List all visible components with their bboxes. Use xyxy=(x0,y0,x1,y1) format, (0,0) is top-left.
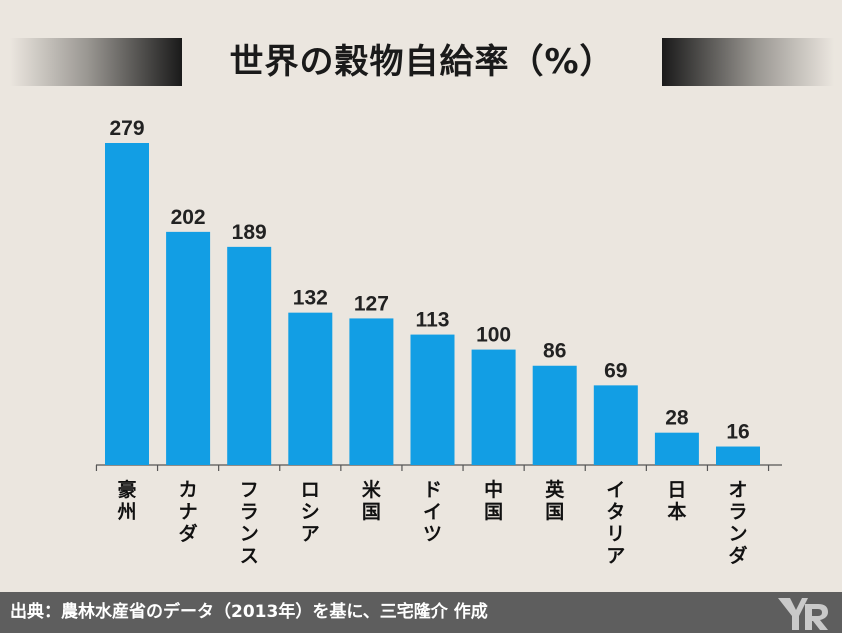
category-label: 日本 xyxy=(667,479,686,523)
category-label: ドイツ xyxy=(423,479,442,545)
value-labels-group: 279 202 189 132 127 113 100 86 69 28 16 xyxy=(109,117,749,444)
category-label: イタリア xyxy=(606,479,625,567)
bar-0 xyxy=(105,143,149,465)
bar-7 xyxy=(532,365,577,465)
title-gradient-right xyxy=(662,38,834,86)
bar-6 xyxy=(471,349,516,465)
value-label: 69 xyxy=(604,359,627,382)
category-label: 米国 xyxy=(362,478,382,523)
value-label: 132 xyxy=(293,287,328,310)
bar-3 xyxy=(288,312,333,465)
author-logo-icon xyxy=(778,598,828,630)
value-label: 189 xyxy=(232,221,267,244)
value-label: 127 xyxy=(354,292,389,315)
bar-chart: 279 202 189 132 127 113 100 86 69 28 16 豪州 カナダ フランス ロ… xyxy=(95,117,782,567)
category-label: カナダ xyxy=(179,479,198,545)
value-label: 279 xyxy=(109,117,144,140)
bar-4 xyxy=(349,318,394,465)
category-label: 豪州 xyxy=(117,478,136,523)
value-label: 86 xyxy=(543,340,566,363)
chart-title: 世界の穀物自給率（%） xyxy=(229,42,615,82)
title-gradient-left xyxy=(10,38,182,86)
source-note: 出典：農林水産省のデータ（2013年）を基に、三宅隆介 作成 xyxy=(10,602,488,622)
bar-1 xyxy=(166,231,211,465)
value-label: 100 xyxy=(476,324,511,347)
title-bar: 世界の穀物自給率（%） xyxy=(0,38,842,86)
value-label: 202 xyxy=(171,206,206,229)
category-label: オランダ xyxy=(728,479,747,567)
bar-10 xyxy=(716,446,760,465)
category-label: 英国 xyxy=(545,478,565,523)
value-label: 113 xyxy=(416,309,450,332)
value-label: 16 xyxy=(726,421,749,444)
x-axis-ticks xyxy=(95,465,770,471)
bar-5 xyxy=(410,334,455,465)
bars-group xyxy=(105,143,760,465)
category-label: フランス xyxy=(240,479,259,567)
category-label: 中国 xyxy=(484,478,503,523)
category-label: ロシア xyxy=(301,479,320,545)
bar-8 xyxy=(593,385,638,465)
bar-2 xyxy=(227,246,272,465)
value-label: 28 xyxy=(665,407,689,430)
footer: 出典：農林水産省のデータ（2013年）を基に、三宅隆介 作成 xyxy=(0,592,842,633)
bar-9 xyxy=(654,432,699,465)
